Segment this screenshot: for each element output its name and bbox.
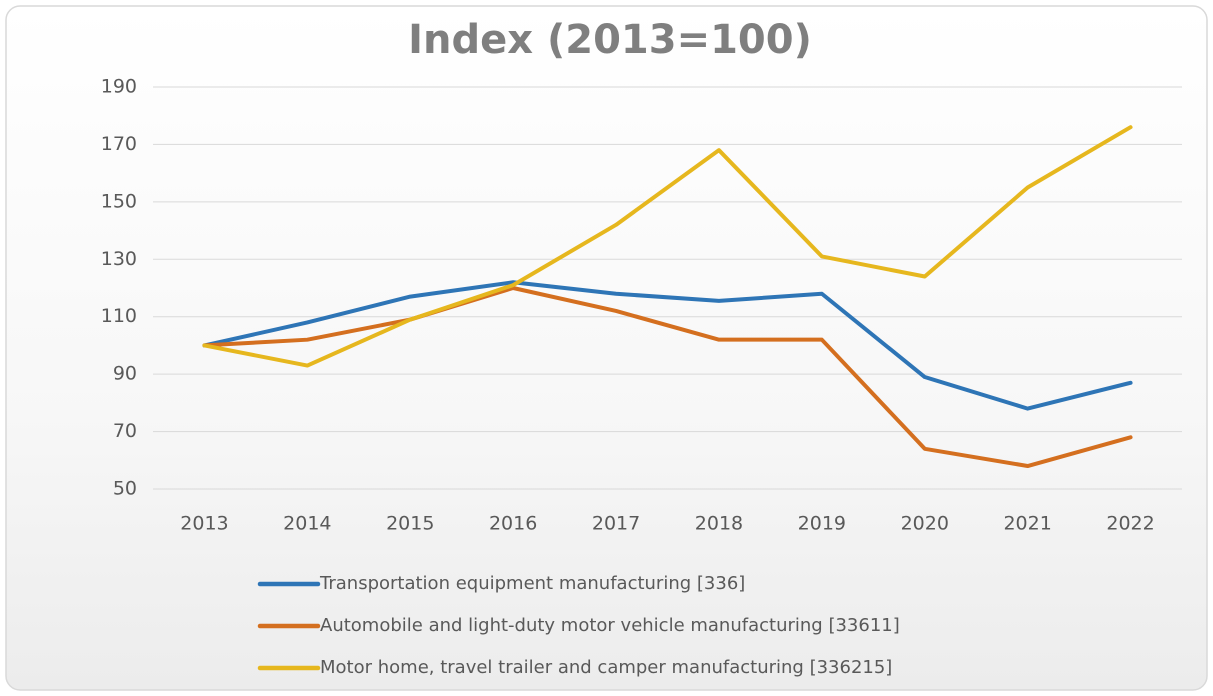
x-tick-label: 2018 xyxy=(695,513,743,535)
y-tick-label: 70 xyxy=(113,420,137,442)
y-tick-label: 170 xyxy=(101,133,137,155)
x-tick-label: 2020 xyxy=(901,513,949,535)
x-tick-label: 2013 xyxy=(180,513,228,535)
x-tick-label: 2021 xyxy=(1003,513,1051,535)
legend-label: Motor home, travel trailer and camper ma… xyxy=(320,657,892,678)
x-tick-label: 2016 xyxy=(489,513,537,535)
chart-background xyxy=(5,5,1208,691)
x-tick-label: 2017 xyxy=(592,513,640,535)
series-line xyxy=(202,286,1133,469)
x-tick-label: 2019 xyxy=(798,513,846,535)
y-tick-label: 150 xyxy=(101,190,137,212)
series-line xyxy=(202,280,1133,411)
legend-label: Automobile and light-duty motor vehicle … xyxy=(320,615,900,636)
y-tick-label: 90 xyxy=(113,363,137,385)
legend-label: Transportation equipment manufacturing [… xyxy=(319,573,745,594)
x-tick-label: 2022 xyxy=(1106,513,1154,535)
y-tick-label: 50 xyxy=(113,478,137,500)
y-tick-label: 190 xyxy=(101,76,137,98)
x-tick-label: 2015 xyxy=(386,513,434,535)
series-line xyxy=(202,125,1133,368)
y-tick-label: 110 xyxy=(101,305,137,327)
y-tick-label: 130 xyxy=(101,248,137,270)
chart-title: Index (2013=100) xyxy=(408,17,812,63)
x-tick-label: 2014 xyxy=(283,513,331,535)
